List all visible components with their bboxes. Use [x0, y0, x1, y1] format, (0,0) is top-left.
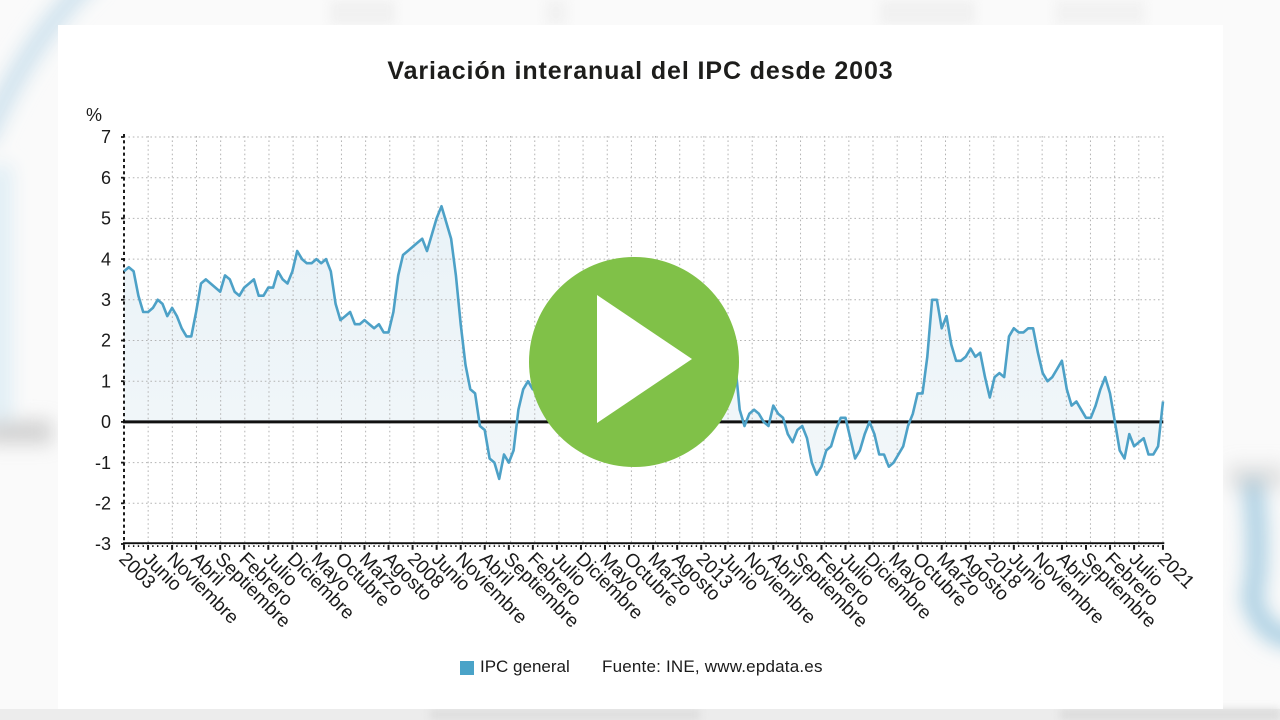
- svg-text:4: 4: [101, 249, 111, 269]
- svg-text:-1: -1: [95, 453, 111, 473]
- svg-text:-2: -2: [95, 494, 111, 514]
- svg-text:-3: -3: [95, 534, 111, 554]
- svg-text:%: %: [86, 105, 102, 125]
- svg-text:7: 7: [101, 127, 111, 147]
- svg-text:1: 1: [101, 371, 111, 391]
- svg-text:6: 6: [101, 168, 111, 188]
- svg-text:5: 5: [101, 209, 111, 229]
- svg-text:2: 2: [101, 331, 111, 351]
- svg-text:3: 3: [101, 290, 111, 310]
- svg-text:0: 0: [101, 412, 111, 432]
